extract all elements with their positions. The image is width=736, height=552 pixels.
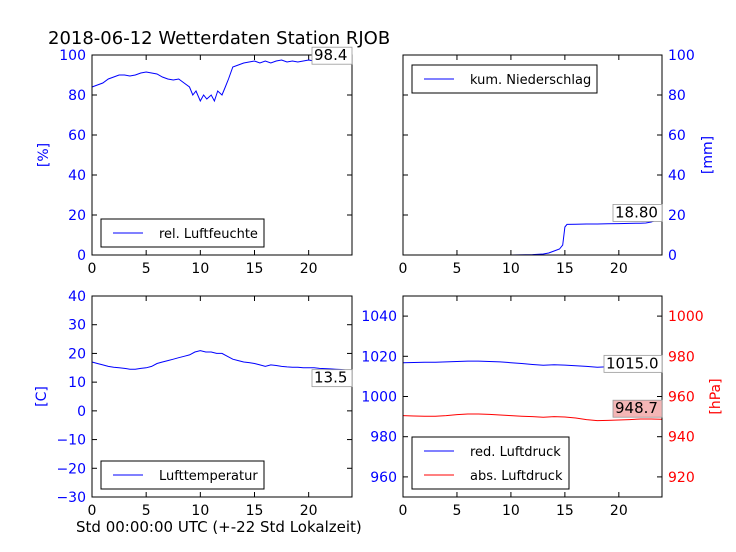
y-tick-label: 40 (68, 168, 86, 184)
y-tick-label: 0 (668, 248, 677, 264)
annotation-box (612, 399, 663, 418)
annotation-box (603, 354, 663, 373)
annotation-label: 13.5 (314, 369, 347, 387)
annotation-label: 98.4 (314, 46, 347, 64)
panel-humidity: 0 5 10 15 20 0 20 40 60 80 100 [%] 98.4 rel. Luftfeuc… (36, 46, 353, 277)
legend-label: abs. Luftdruck (470, 469, 563, 484)
y-tick-label-right: 940 (668, 430, 695, 446)
y-tick-label: 1020 (361, 349, 397, 365)
x-tick-label: 15 (556, 261, 574, 277)
x-tick-label: 5 (142, 261, 151, 277)
x-tick-label: 10 (191, 503, 209, 519)
x-tick-label: 10 (502, 503, 520, 519)
x-tick-label: 20 (610, 503, 628, 519)
y-tick-label: 20 (68, 208, 86, 224)
x-tick-label: 0 (88, 503, 97, 519)
y-tick-label: 40 (668, 168, 686, 184)
x-tick-label: 15 (556, 503, 574, 519)
x-tick-label: 15 (246, 261, 264, 277)
series-line-kum--niederschlag (403, 216, 663, 256)
y-tick-label: 960 (370, 470, 397, 486)
plot-frame (402, 295, 663, 498)
y-tick-label: 1040 (361, 309, 397, 325)
series-line-abs--luftdruck (402, 413, 663, 422)
y-tick-label: 100 (59, 48, 86, 64)
x-tick-label: 10 (191, 261, 209, 277)
y-axis-label: [C] (34, 386, 50, 407)
y-tick-label-right: 1000 (668, 309, 704, 325)
x-tick-label: 5 (142, 503, 151, 519)
y-axis-label: [mm] (700, 136, 716, 174)
y-tick-label: −10 (56, 433, 86, 449)
annotation-box (311, 46, 353, 65)
figure-title: 2018-06-12 Wetterdaten Station RJOB (48, 28, 390, 49)
legend-label: Lufttemperatur (159, 469, 258, 484)
y-tick-label-right: 920 (668, 470, 695, 486)
plot-frame (91, 54, 353, 256)
y-tick-label: 980 (370, 430, 397, 446)
x-tick-label: 20 (300, 503, 318, 519)
x-tick-label: 10 (502, 261, 520, 277)
series-line-rel--luftfeuchte (91, 57, 353, 103)
y-tick-label: −20 (56, 461, 86, 477)
y-tick-label: 20 (668, 208, 686, 224)
x-tick-label: 0 (399, 261, 408, 277)
annotation-label: 1015.0 (606, 354, 659, 372)
y-tick-label: −30 (56, 490, 86, 506)
x-tick-label: 5 (452, 503, 461, 519)
plot-frame (91, 295, 353, 498)
y-axis-label: [hPa] (708, 378, 724, 414)
y-tick-label: 100 (668, 48, 695, 64)
y-tick-label: 1000 (361, 390, 397, 406)
y-tick-label: 80 (68, 88, 86, 104)
annotation-label: 18.80 (615, 203, 658, 221)
y-tick-label: 60 (68, 128, 86, 144)
panel-temperature: 0 5 10 15 20 −30 −20 −10 0 10 20 30 40 [C] 13.5 Lufttem… (34, 289, 353, 519)
y-tick-label: 80 (668, 88, 686, 104)
series-line-lufttemperatur (91, 350, 353, 372)
y-tick-label: 10 (68, 375, 86, 391)
y-tick-label: 40 (68, 289, 86, 305)
annotation-label: 948.7 (615, 399, 658, 417)
y-tick-label: 0 (77, 404, 86, 420)
legend-label: rel. Luftfeuchte (159, 227, 258, 242)
annotation-box (612, 203, 663, 222)
x-tick-label: 20 (300, 261, 318, 277)
y-tick-label-right: 980 (668, 349, 695, 365)
y-tick-label: 20 (68, 346, 86, 362)
y-tick-label: 30 (68, 318, 86, 334)
x-tick-label: 5 (452, 261, 461, 277)
x-tick-label: 20 (610, 261, 628, 277)
x-tick-label: 0 (88, 261, 97, 277)
y-axis-label: [%] (36, 143, 52, 167)
x-tick-label: 15 (246, 503, 264, 519)
figure-xlabel: Std 00:00:00 UTC (+-22 Std Lokalzeit) (76, 518, 362, 536)
plot-frame (402, 54, 663, 256)
x-tick-label: 0 (399, 503, 408, 519)
panel-pressure: 0 5 10 15 20 960 980 1000 1020 1040 920 940 960 980 10… (361, 295, 724, 519)
panel-precip: 0 5 10 15 20 0 20 40 60 80 100 [mm] 18.80 kum. Nieder… (399, 48, 716, 277)
y-tick-label: 60 (668, 128, 686, 144)
legend-label: red. Luftdruck (470, 445, 561, 460)
y-tick-label-right: 960 (668, 390, 695, 406)
legend-label: kum. Niederschlag (470, 73, 591, 88)
y-tick-label: 0 (77, 248, 86, 264)
legend-box (411, 436, 570, 490)
annotation-box (311, 369, 353, 388)
